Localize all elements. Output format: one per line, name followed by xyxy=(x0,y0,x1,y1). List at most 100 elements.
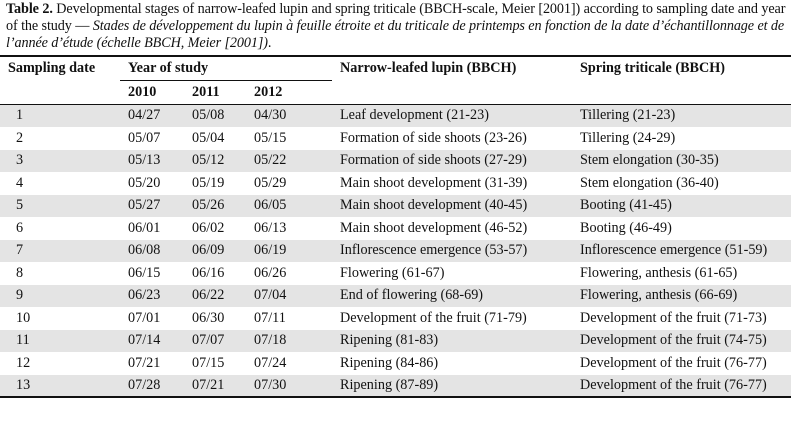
cell-sampling-date: 10 xyxy=(0,307,120,330)
cell-sampling-date: 3 xyxy=(0,149,120,173)
cell-sampling-date: 12 xyxy=(0,352,120,375)
cell-2011: 06/02 xyxy=(184,217,246,240)
cell-2010: 06/15 xyxy=(120,262,184,285)
cell-lupin-stage: Main shoot development (31-39) xyxy=(332,172,573,195)
cell-2012: 07/11 xyxy=(246,307,333,330)
cell-2010: 06/01 xyxy=(120,217,184,240)
header-empty xyxy=(0,80,120,105)
cell-lupin-stage: End of flowering (68-69) xyxy=(332,284,573,308)
cell-2011: 06/09 xyxy=(184,239,246,263)
header-year-2011: 2011 xyxy=(184,80,246,105)
cell-2010: 04/27 xyxy=(120,104,184,128)
table-caption: Table 2. Developmental stages of narrow-… xyxy=(6,1,788,52)
cell-2012: 07/18 xyxy=(246,329,333,353)
cell-2010: 07/21 xyxy=(120,352,184,375)
table-body: 1 04/27 05/08 04/30 Leaf development (21-23)… xyxy=(0,104,791,398)
cell-2011: 07/21 xyxy=(184,374,246,398)
cell-sampling-date: 11 xyxy=(0,329,120,353)
cell-2011: 07/07 xyxy=(184,329,246,353)
cell-lupin-stage: Ripening (84-86) xyxy=(332,352,573,375)
cell-sampling-date: 6 xyxy=(0,217,120,240)
cell-lupin-stage: Ripening (87-89) xyxy=(332,374,573,398)
cell-2010: 05/27 xyxy=(120,194,184,218)
cell-2011: 05/04 xyxy=(184,127,246,150)
caption-english: Developmental stages of narrow-leafed lu… xyxy=(6,1,786,34)
table-row: 12 07/21 07/15 07/24 Ripening (84-86) Develop… xyxy=(0,352,791,375)
cell-2012: 07/30 xyxy=(246,374,333,398)
cell-sampling-date: 1 xyxy=(0,104,120,128)
table-row: 3 05/13 05/12 05/22 Formation of side shoots… xyxy=(0,149,791,173)
header-sampling-date: Sampling date xyxy=(0,55,120,81)
cell-lupin-stage: Development of the fruit (71-79) xyxy=(332,307,573,330)
table-row: 2 05/07 05/04 05/15 Formation of side shoots… xyxy=(0,127,791,150)
table-row: 10 07/01 06/30 07/11 Development of the frui… xyxy=(0,307,791,330)
cell-2010: 07/28 xyxy=(120,374,184,398)
cell-sampling-date: 5 xyxy=(0,194,120,218)
cell-2010: 06/23 xyxy=(120,284,184,308)
cell-triticale-stage: Stem elongation (36-40) xyxy=(572,172,791,195)
cell-2011: 06/16 xyxy=(184,262,246,285)
cell-2012: 05/15 xyxy=(246,127,333,150)
table-row: 5 05/27 05/26 06/05 Main shoot development (… xyxy=(0,194,791,218)
cell-2011: 05/12 xyxy=(184,149,246,173)
cell-2012: 06/26 xyxy=(246,262,333,285)
cell-lupin-stage: Ripening (81-83) xyxy=(332,329,573,353)
table-row: 6 06/01 06/02 06/13 Main shoot development (… xyxy=(0,217,791,240)
header-empty xyxy=(572,80,791,105)
cell-lupin-stage: Inflorescence emergence (53-57) xyxy=(332,239,573,263)
cell-triticale-stage: Tillering (21-23) xyxy=(572,104,791,128)
cell-sampling-date: 13 xyxy=(0,374,120,398)
cell-triticale-stage: Development of the fruit (76-77) xyxy=(572,374,791,398)
cell-2012: 06/19 xyxy=(246,239,333,263)
table-row: 1 04/27 05/08 04/30 Leaf development (21-23)… xyxy=(0,104,791,128)
header-year-2012: 2012 xyxy=(246,80,333,105)
cell-2012: 06/13 xyxy=(246,217,333,240)
cell-2012: 07/04 xyxy=(246,284,333,308)
cell-2011: 05/19 xyxy=(184,172,246,195)
cell-2012: 06/05 xyxy=(246,194,333,218)
data-table: Sampling date Year of study Narrow-leafe… xyxy=(0,55,791,398)
table-row: 13 07/28 07/21 07/30 Ripening (87-89) Develop… xyxy=(0,374,791,398)
cell-lupin-stage: Main shoot development (40-45) xyxy=(332,194,573,218)
cell-triticale-stage: Inflorescence emergence (51-59) xyxy=(572,239,791,263)
cell-sampling-date: 9 xyxy=(0,284,120,308)
header-triticale: Spring triticale (BBCH) xyxy=(572,55,791,81)
cell-triticale-stage: Stem elongation (30-35) xyxy=(572,149,791,173)
cell-sampling-date: 8 xyxy=(0,262,120,285)
cell-triticale-stage: Development of the fruit (76-77) xyxy=(572,352,791,375)
cell-2010: 07/01 xyxy=(120,307,184,330)
cell-2012: 05/22 xyxy=(246,149,333,173)
cell-triticale-stage: Development of the fruit (71-73) xyxy=(572,307,791,330)
cell-sampling-date: 7 xyxy=(0,239,120,263)
table-row: 7 06/08 06/09 06/19 Inflorescence emergence … xyxy=(0,239,791,263)
cell-2010: 05/20 xyxy=(120,172,184,195)
cell-2010: 05/07 xyxy=(120,127,184,150)
cell-2012: 04/30 xyxy=(246,104,333,128)
table-row: 4 05/20 05/19 05/29 Main shoot development (… xyxy=(0,172,791,195)
header-year-2010: 2010 xyxy=(120,80,184,105)
header-empty xyxy=(332,80,573,105)
header-year-of-study: Year of study xyxy=(120,55,333,81)
cell-lupin-stage: Formation of side shoots (27-29) xyxy=(332,149,573,173)
table-row: 8 06/15 06/16 06/26 Flowering (61-67) Floweri… xyxy=(0,262,791,285)
table-row: 11 07/14 07/07 07/18 Ripening (81-83) Develop… xyxy=(0,329,791,353)
cell-2011: 05/26 xyxy=(184,194,246,218)
cell-triticale-stage: Flowering, anthesis (61-65) xyxy=(572,262,791,285)
cell-triticale-stage: Development of the fruit (74-75) xyxy=(572,329,791,353)
cell-2011: 06/22 xyxy=(184,284,246,308)
cell-2011: 06/30 xyxy=(184,307,246,330)
cell-triticale-stage: Booting (46-49) xyxy=(572,217,791,240)
cell-2012: 05/29 xyxy=(246,172,333,195)
cell-triticale-stage: Tillering (24-29) xyxy=(572,127,791,150)
cell-triticale-stage: Booting (41-45) xyxy=(572,194,791,218)
caption-end: . xyxy=(267,35,272,51)
table-header: Sampling date Year of study Narrow-leafe… xyxy=(0,55,791,105)
cell-lupin-stage: Leaf development (21-23) xyxy=(332,104,573,128)
cell-sampling-date: 2 xyxy=(0,127,120,150)
table-row: 9 06/23 06/22 07/04 End of flowering (68-69)… xyxy=(0,284,791,308)
caption-label: Table 2. xyxy=(6,1,53,17)
cell-lupin-stage: Flowering (61-67) xyxy=(332,262,573,285)
cell-lupin-stage: Formation of side shoots (23-26) xyxy=(332,127,573,150)
cell-2010: 07/14 xyxy=(120,329,184,353)
